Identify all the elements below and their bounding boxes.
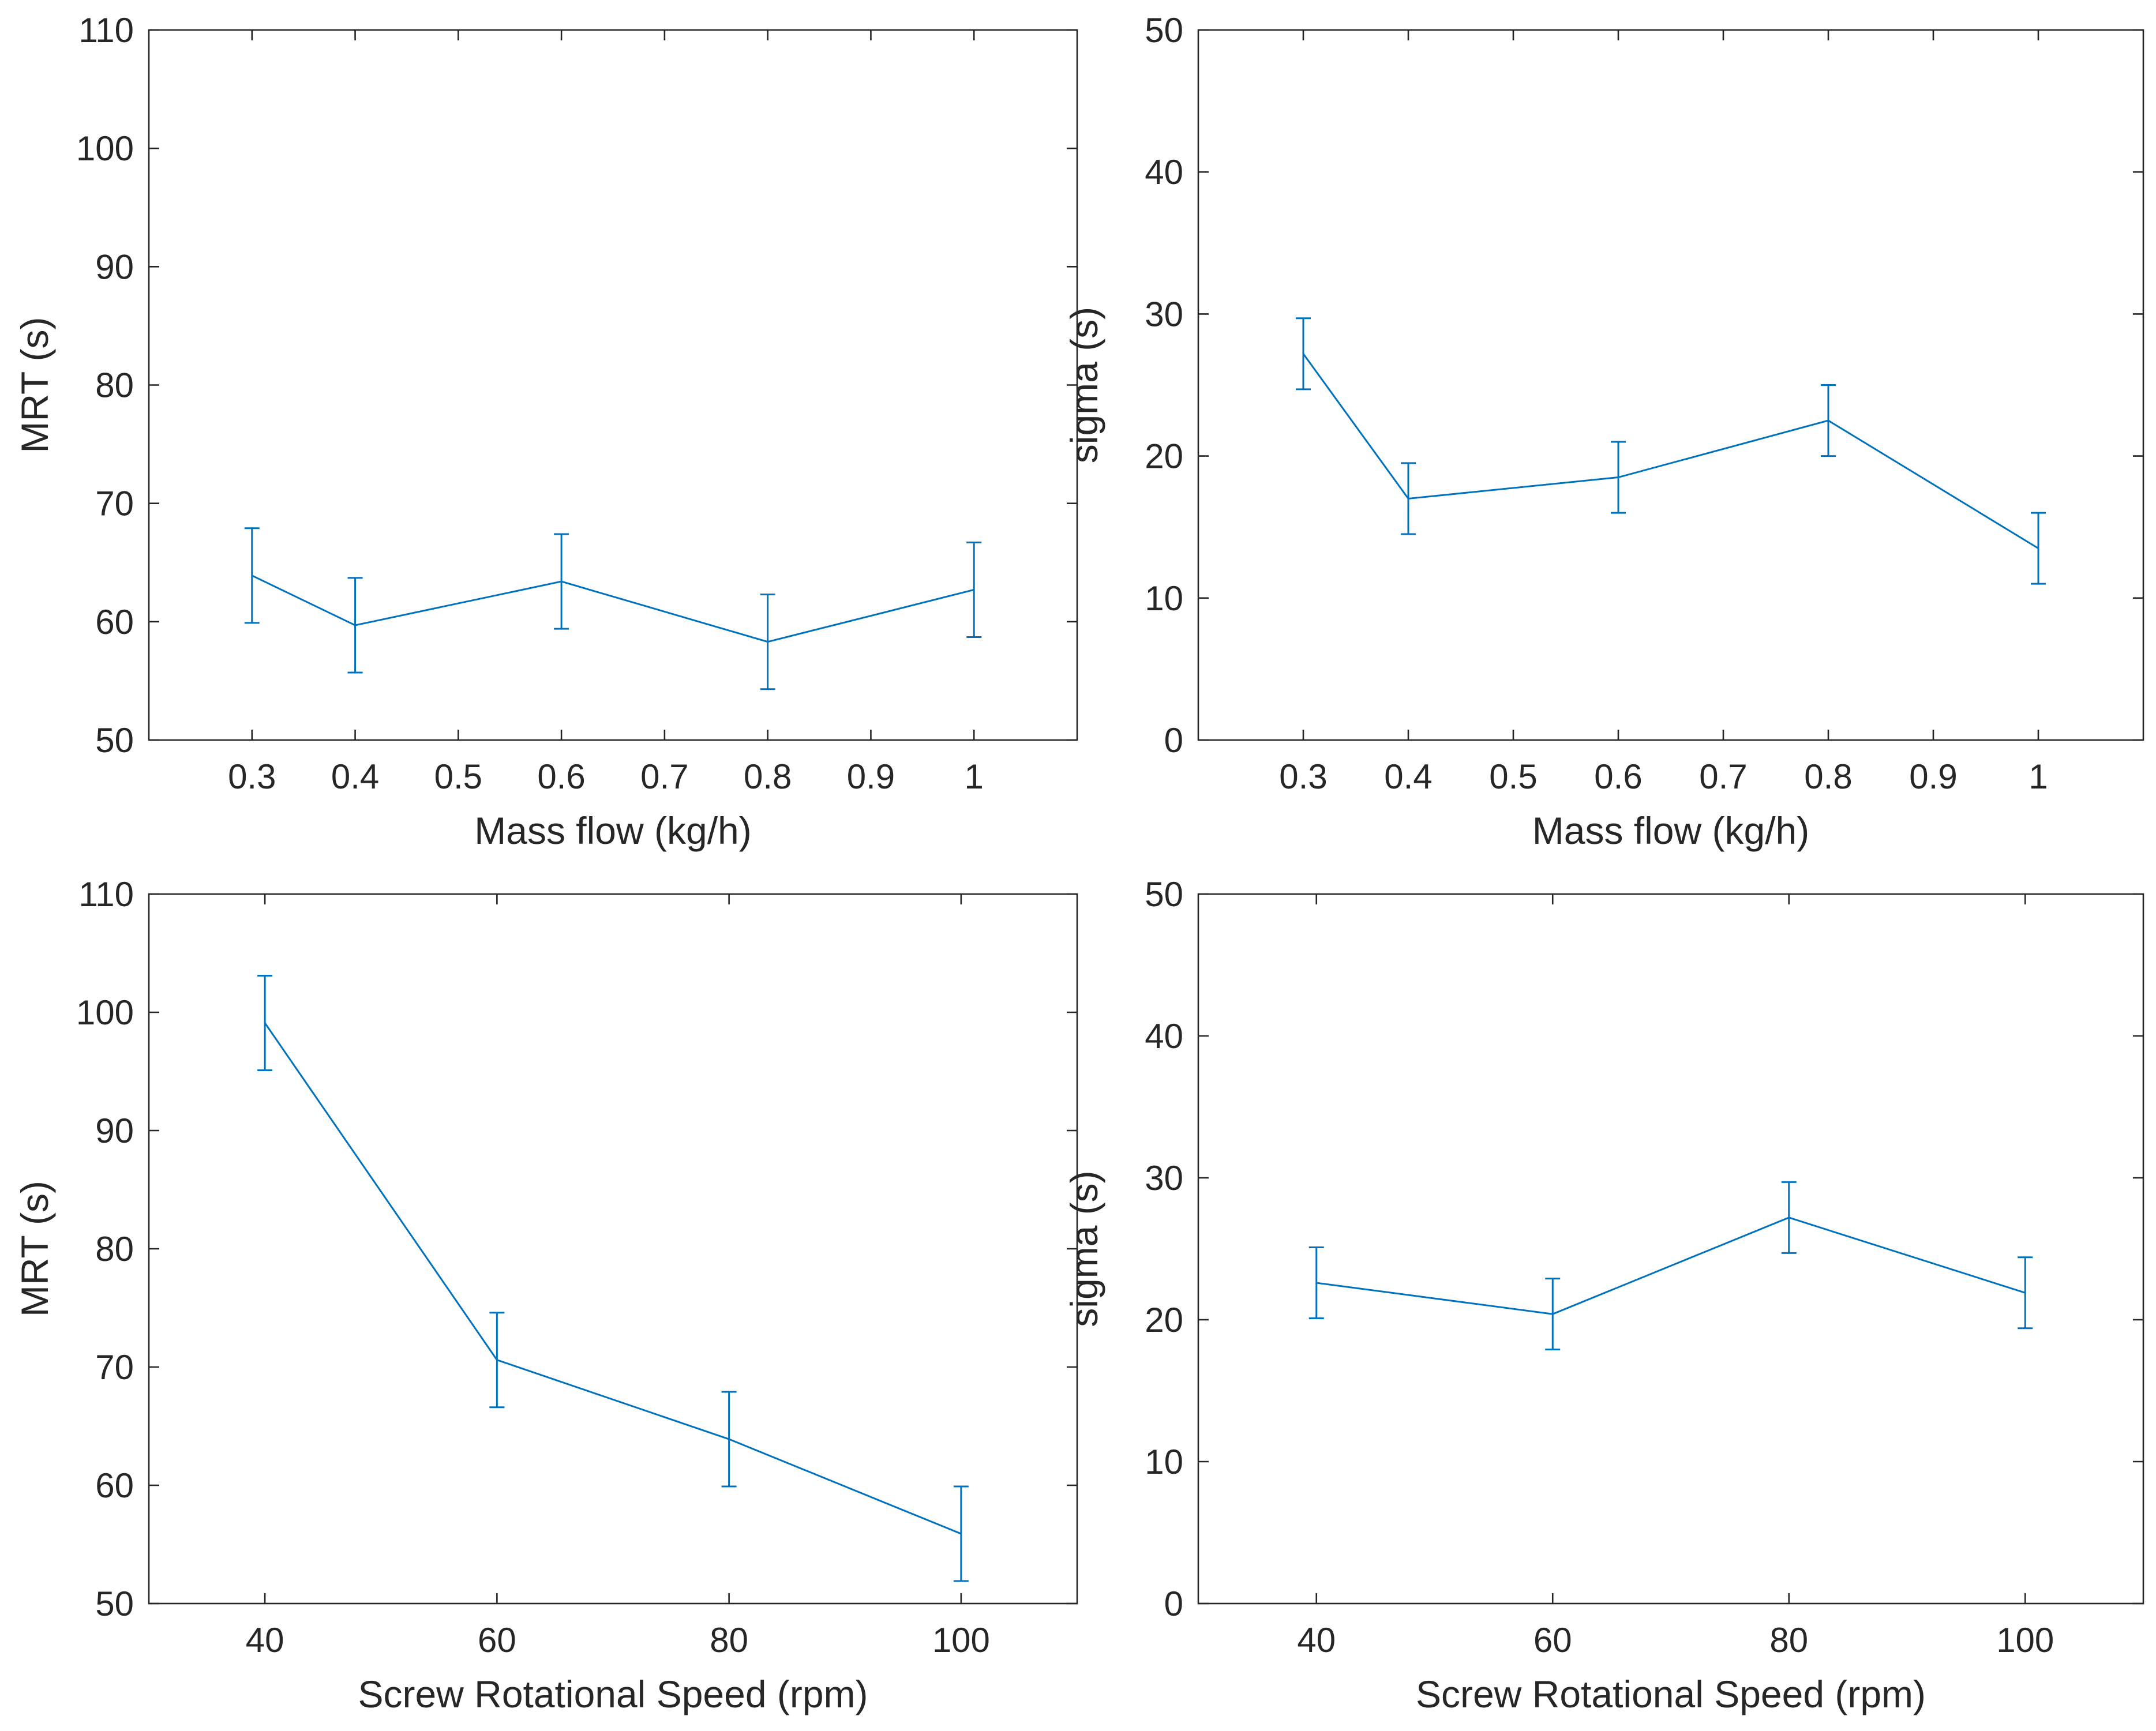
error-bar [2018, 1256, 2033, 1330]
x-tick-label: 0.7 [1699, 757, 1747, 796]
y-tick-label: 60 [95, 603, 134, 641]
series-line [264, 1022, 962, 1535]
axes-box [1197, 29, 2144, 741]
x-axis-label: Screw Rotational Speed (rpm) [358, 1673, 868, 1715]
panel-sigma-speed: 40 60 80 100 0 10 20 30 40 50 Screw Rotational Spe… [1063, 875, 2144, 1715]
y-axis-label: sigma (s) [1063, 1170, 1105, 1327]
x-tick-label: 0.8 [744, 757, 792, 796]
y-tick-label: 10 [1145, 1443, 1183, 1481]
x-tick-label: 0.4 [331, 757, 379, 796]
x-axis-label: Mass flow (kg/h) [1532, 809, 1809, 852]
error-bar [489, 1312, 505, 1409]
y-tick-label: 90 [95, 1112, 134, 1150]
y-tick-label: 50 [95, 721, 134, 760]
y-tick-label: 90 [95, 247, 134, 286]
y-tick-label: 50 [1145, 875, 1183, 914]
error-bar [760, 594, 775, 690]
x-tick-label: 1 [2028, 757, 2048, 796]
x-tick-label: 0.5 [1489, 757, 1537, 796]
x-tick-label: 40 [1297, 1621, 1336, 1659]
y-axis-label: MRT (s) [13, 1181, 56, 1317]
error-bar [1821, 384, 1836, 457]
y-tick-label: 80 [95, 1230, 134, 1268]
error-bar [1401, 462, 1416, 535]
axes-box [1197, 893, 2144, 1605]
y-tick-label: 100 [76, 993, 134, 1032]
axes-box [148, 893, 1078, 1605]
error-bar [1296, 317, 1311, 390]
y-tick-label: 30 [1145, 1159, 1183, 1197]
x-tick-label: 1 [965, 757, 984, 796]
y-tick-label: 20 [1145, 1301, 1183, 1339]
x-tick-label: 60 [478, 1621, 516, 1659]
y-tick-label: 110 [78, 875, 134, 914]
y-tick-label: 100 [76, 129, 134, 168]
error-bar [1611, 441, 1626, 514]
y-tick-label: 20 [1145, 437, 1183, 476]
error-bar [244, 527, 260, 624]
series-line [1302, 353, 2039, 549]
y-axis-label: MRT (s) [13, 317, 56, 453]
error-bar [347, 577, 363, 674]
series-line [1316, 1216, 2026, 1315]
error-bar [1781, 1181, 1797, 1254]
series-line [252, 575, 974, 643]
x-tick-label: 0.6 [537, 757, 585, 796]
y-tick-label: 80 [95, 366, 134, 405]
error-bar [2031, 512, 2046, 585]
y-tick-label: 0 [1164, 1584, 1183, 1623]
y-tick-label: 40 [1145, 153, 1183, 192]
x-axis-label: Mass flow (kg/h) [474, 809, 751, 852]
y-tick-label: 60 [95, 1466, 134, 1505]
panel-mrt-speed: 40 60 80 100 50 60 70 80 90 100 110 Screw Rotationa… [13, 875, 1078, 1715]
y-tick-label: 30 [1145, 295, 1183, 333]
x-tick-label: 0.3 [1279, 757, 1327, 796]
y-tick-label: 10 [1145, 579, 1183, 618]
error-bar [1545, 1278, 1561, 1351]
y-tick-label: 110 [78, 11, 134, 50]
x-tick-label: 100 [1996, 1621, 2054, 1659]
x-axis-label: Screw Rotational Speed (rpm) [1416, 1673, 1926, 1715]
x-tick-label: 0.9 [1909, 757, 1957, 796]
panel-mrt-massflow: 0.3 0.4 0.5 0.6 0.7 0.8 0.9 1 50 60 70 80 90 100 110 Ma… [13, 11, 1078, 852]
x-tick-label: 0.4 [1384, 757, 1432, 796]
y-tick-label: 70 [95, 1348, 134, 1387]
x-tick-label: 0.6 [1594, 757, 1642, 796]
x-tick-label: 60 [1533, 1621, 1572, 1659]
x-tick-label: 100 [932, 1621, 990, 1659]
x-tick-label: 40 [246, 1621, 284, 1659]
y-tick-label: 50 [1145, 11, 1183, 50]
x-tick-label: 80 [1769, 1621, 1808, 1659]
x-tick-label: 0.5 [434, 757, 482, 796]
x-tick-label: 80 [710, 1621, 748, 1659]
y-axis-label: sigma (s) [1063, 307, 1105, 463]
error-bar [1308, 1246, 1324, 1320]
error-bar [966, 541, 982, 639]
y-tick-label: 40 [1145, 1017, 1183, 1056]
error-bar [721, 1391, 737, 1488]
y-tick-label: 0 [1164, 721, 1183, 760]
x-tick-label: 0.7 [640, 757, 688, 796]
y-tick-label: 70 [95, 485, 134, 523]
x-tick-label: 0.9 [847, 757, 895, 796]
error-bar [554, 533, 569, 630]
error-bar [953, 1485, 969, 1582]
x-tick-label: 0.8 [1804, 757, 1852, 796]
error-bar [257, 974, 273, 1071]
x-tick-label: 0.3 [228, 757, 276, 796]
y-tick-label: 50 [95, 1584, 134, 1623]
axes-box [148, 29, 1078, 741]
